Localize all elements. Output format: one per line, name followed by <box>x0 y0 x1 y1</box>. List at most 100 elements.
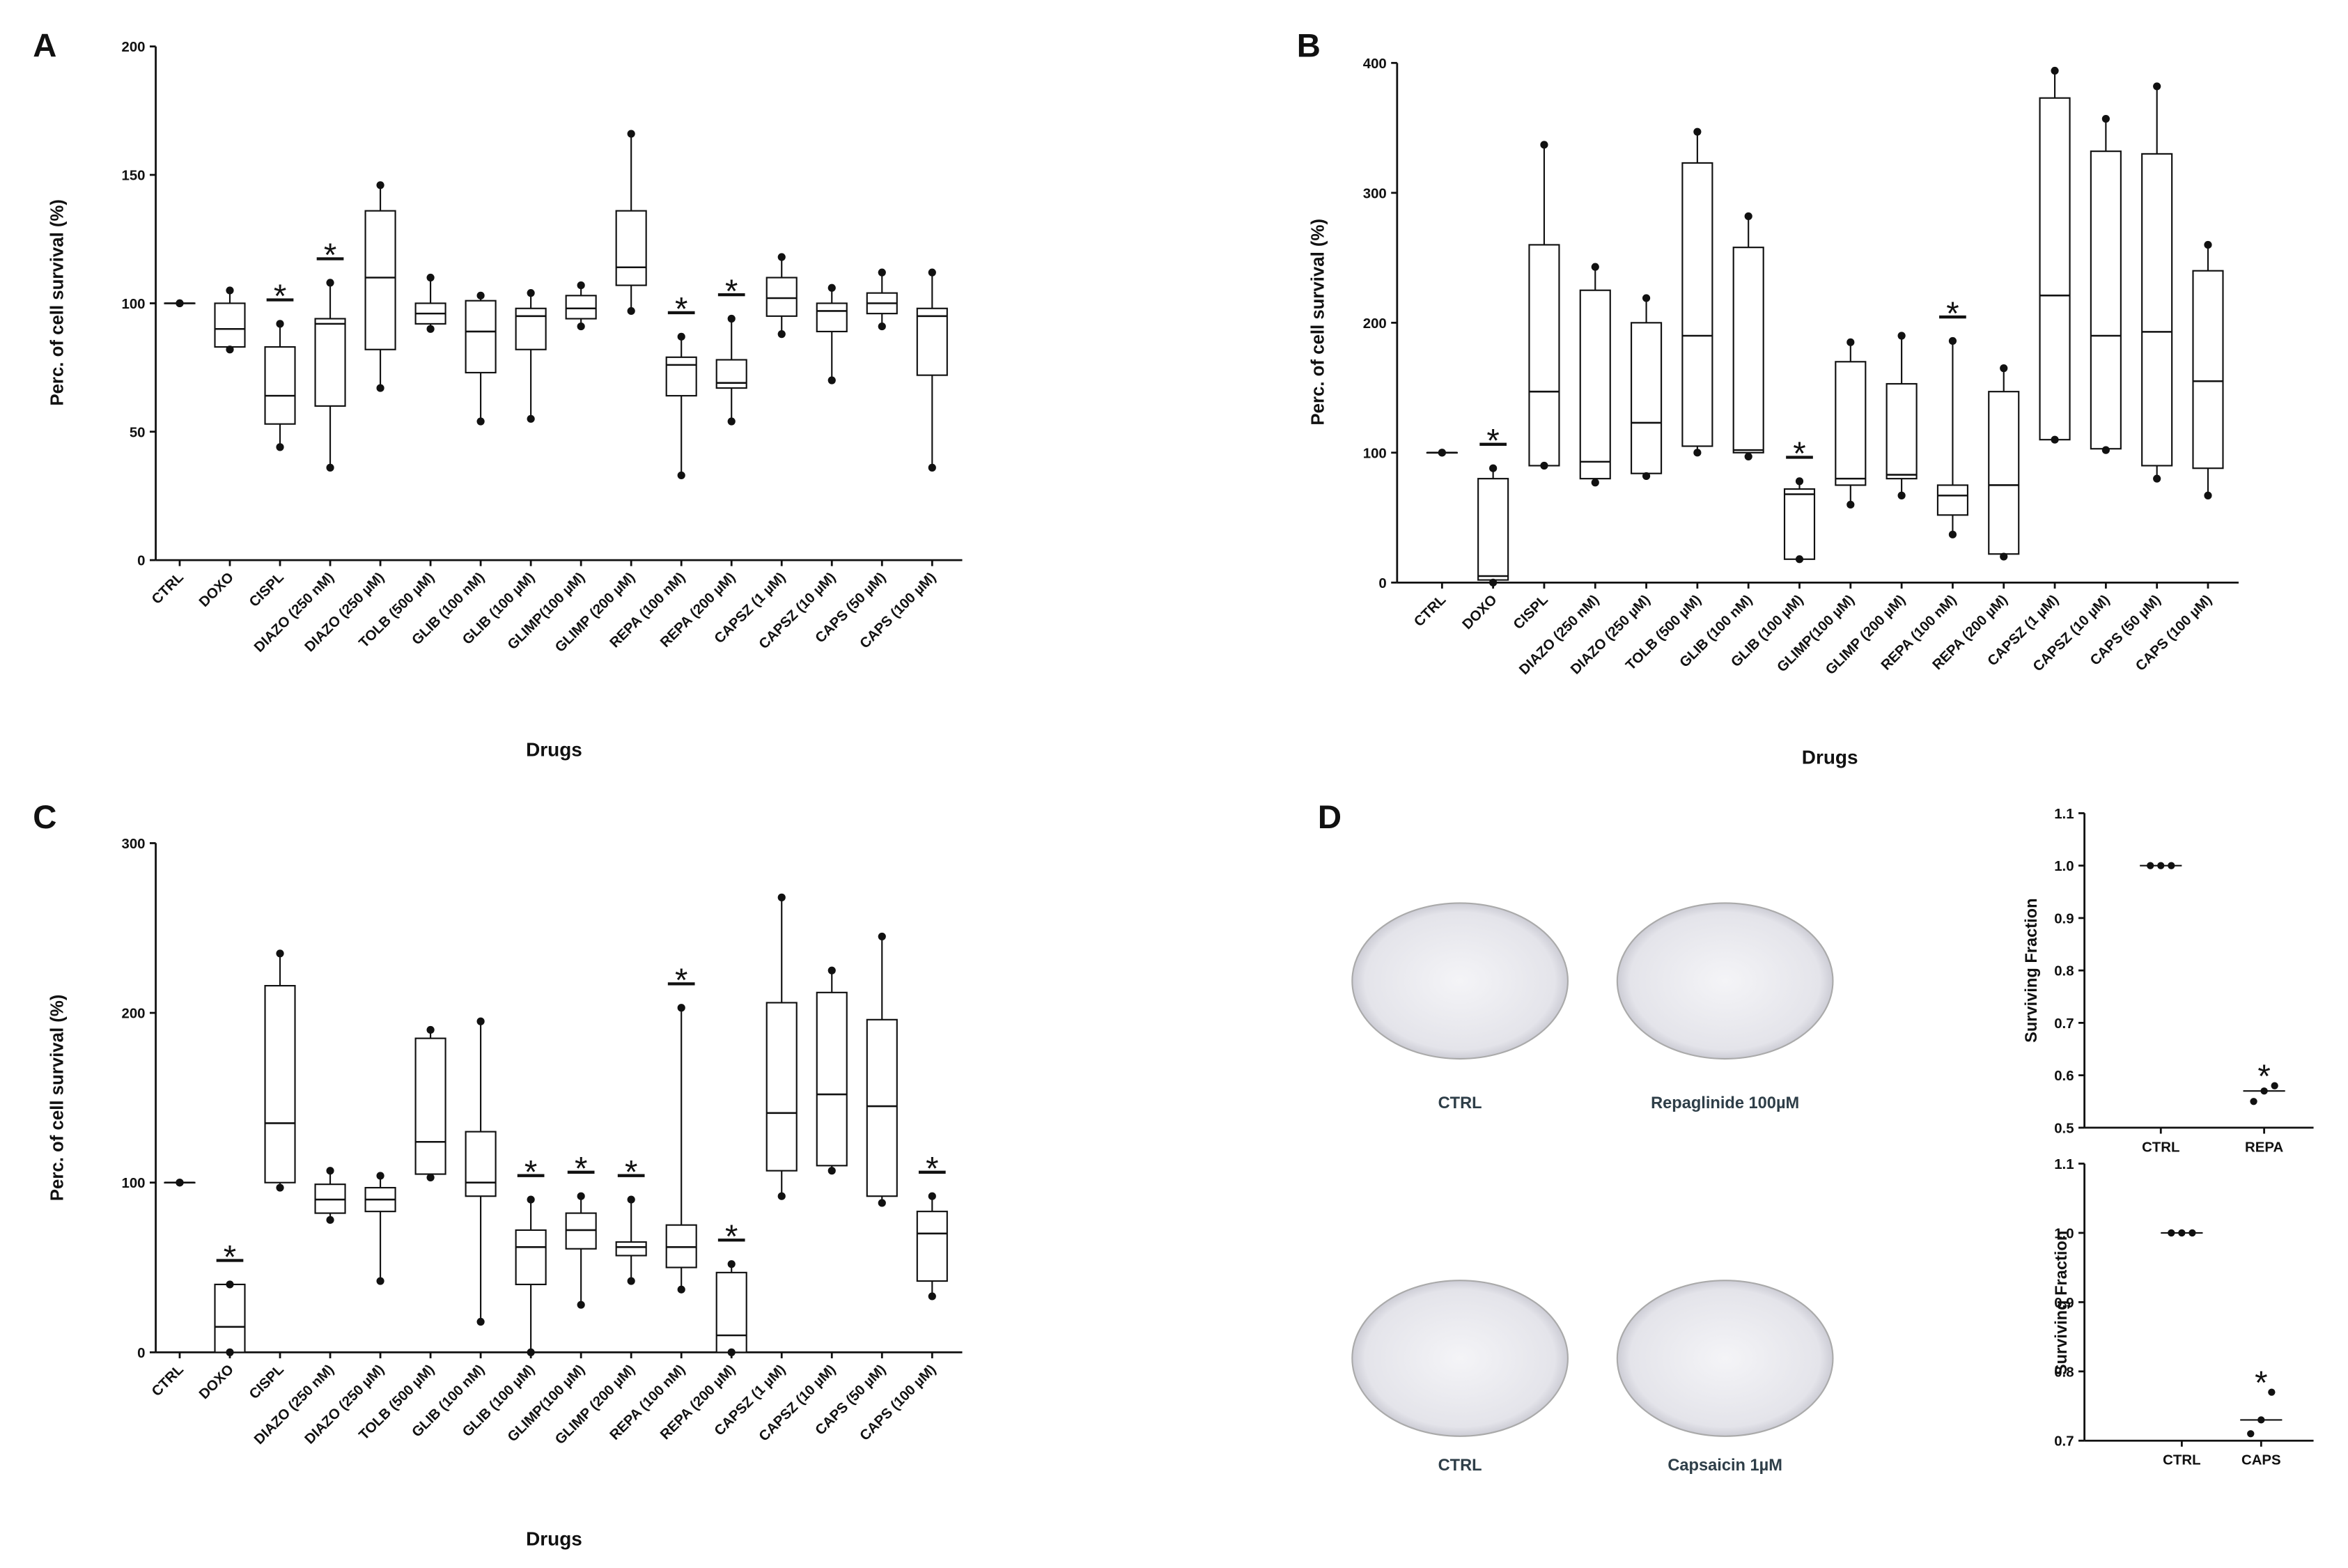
y-tick-label: 300 <box>1363 186 1387 201</box>
x-tick-label: CISPL <box>1511 592 1551 632</box>
point <box>2147 862 2154 869</box>
box <box>816 302 848 333</box>
y-tick-label: 200 <box>121 1007 145 1022</box>
max-point <box>276 949 284 958</box>
max-point <box>827 284 836 292</box>
y-tick-label: 100 <box>1363 446 1387 461</box>
max-point <box>1948 336 1957 346</box>
max-point <box>176 1179 184 1187</box>
box <box>916 307 948 376</box>
min-point <box>878 322 886 331</box>
y-tick-label: 150 <box>121 169 145 184</box>
y-tick-label: 0 <box>1378 576 1386 591</box>
min-point <box>226 1348 234 1356</box>
y-tick-label: 1.0 <box>2054 1226 2074 1241</box>
min-point <box>527 1348 535 1356</box>
min-point <box>727 417 736 426</box>
min-point <box>2101 446 2110 454</box>
y-tick-label: 0.5 <box>2054 1121 2074 1136</box>
min-point <box>777 1192 786 1200</box>
dish <box>1616 902 1834 1060</box>
panel-label: B <box>1297 28 1321 65</box>
box <box>1477 478 1509 581</box>
panel-label: A <box>33 28 56 65</box>
min-point <box>2153 474 2161 483</box>
significance: * <box>1486 423 1499 460</box>
x-axis-label: Drugs <box>526 739 582 761</box>
y-axis-label: Perc. of cell survival (%) <box>47 199 67 406</box>
significance: * <box>1793 435 1805 472</box>
y-tick-label: 200 <box>121 40 145 55</box>
max-point <box>727 1260 736 1268</box>
max-point <box>727 314 736 323</box>
min-point <box>928 463 936 472</box>
max-point <box>1540 141 1548 149</box>
x-tick-label: CISPL <box>247 1362 287 1402</box>
min-point <box>2204 491 2212 499</box>
max-point <box>527 289 535 297</box>
box <box>916 1211 948 1282</box>
max-point <box>176 299 184 307</box>
max-point <box>827 966 836 975</box>
min-point <box>827 376 836 385</box>
box <box>264 346 296 425</box>
chart: 0.5 0.6 0.7 0.8 0.9 1.0 1.1 Surviving Fraction C… <box>2023 807 2314 1155</box>
max-point <box>677 1004 685 1012</box>
min-point <box>2051 435 2059 444</box>
min-point <box>226 346 234 354</box>
y-axis-label: Perc. of cell survival (%) <box>1308 219 1328 426</box>
box <box>1988 391 2020 555</box>
max-point <box>2051 66 2059 75</box>
box <box>765 1002 798 1172</box>
y-tick-label: 0.6 <box>2054 1069 2074 1084</box>
x-tick-label: CTRL <box>2163 1453 2200 1468</box>
min-point <box>376 1277 384 1285</box>
x-tick-label: REPA <box>2245 1140 2283 1155</box>
min-point <box>1948 530 1957 538</box>
box <box>1732 247 1764 453</box>
chart: 0 50 100 150 200 Perc. of cell survival (%) Dr… <box>33 28 963 761</box>
max-point <box>1897 332 1906 340</box>
significance: * <box>224 1239 236 1275</box>
box <box>2090 150 2122 450</box>
point <box>2260 1087 2268 1095</box>
point <box>2271 1082 2278 1089</box>
max-point <box>2000 364 2008 373</box>
x-tick-label: CTRL <box>149 570 187 607</box>
box <box>515 307 547 350</box>
max-point <box>376 181 384 189</box>
min-point <box>276 443 284 451</box>
y-axis-label: Perc. of cell survival (%) <box>47 995 67 1202</box>
box <box>765 277 798 317</box>
min-point <box>1489 578 1498 587</box>
max-point <box>577 281 585 290</box>
x-tick-label: DOXO <box>196 570 237 610</box>
y-tick-label: 0 <box>137 554 145 569</box>
dish-label: Capsaicin 1µM <box>1667 1457 1782 1475</box>
box <box>414 1037 446 1175</box>
chart: 0.7 0.8 0.9 1.0 1.1 Surviving Fraction CTRL CAP… <box>2053 1157 2314 1468</box>
min-point <box>426 325 435 333</box>
max-point <box>928 1192 936 1200</box>
min-point <box>1846 500 1855 509</box>
box <box>1783 488 1816 560</box>
max-point <box>376 1172 384 1180</box>
x-tick-label: DOXO <box>1460 592 1500 632</box>
min-point <box>777 330 786 339</box>
max-point <box>627 130 635 138</box>
box <box>2039 97 2071 441</box>
point <box>2247 1430 2255 1438</box>
min-point <box>326 463 334 472</box>
y-tick-label: 100 <box>121 1176 145 1191</box>
point <box>2168 862 2175 869</box>
point <box>2268 1388 2276 1396</box>
point <box>2178 1229 2186 1237</box>
chart: 0 100 200 300 400 Perc. of cell survival (%) D… <box>1297 28 2239 768</box>
min-point <box>276 1183 284 1192</box>
min-point <box>827 1167 836 1175</box>
max-point <box>1591 263 1599 271</box>
max-point <box>627 1195 635 1204</box>
y-tick-label: 0.7 <box>2054 1016 2074 1032</box>
min-point <box>527 414 535 423</box>
max-point <box>276 320 284 328</box>
